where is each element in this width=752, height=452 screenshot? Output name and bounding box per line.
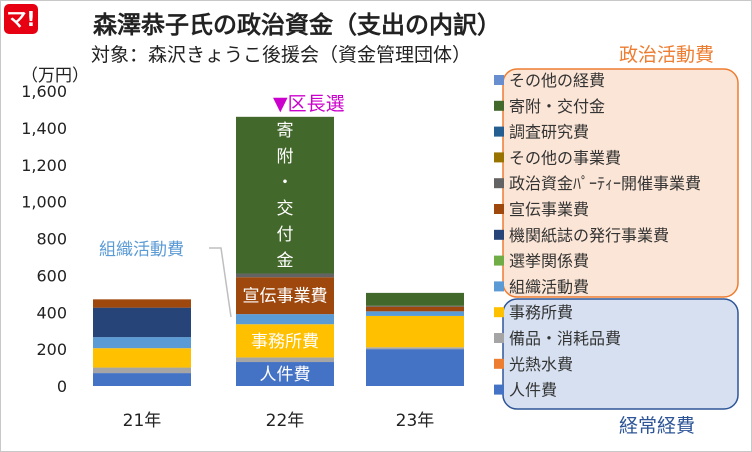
y-tick-label: 1,400 <box>21 119 67 138</box>
y-tick-label: 800 <box>36 230 67 249</box>
ordinary-group-label: 経常経費 <box>619 415 695 437</box>
y-axis-unit: （万円） <box>21 66 89 86</box>
legend-swatch <box>494 358 504 369</box>
legend-swatch <box>494 281 504 292</box>
bar-segment <box>93 348 191 368</box>
ordinary-group-box <box>502 298 739 410</box>
legend-label: 選挙関係費 <box>509 252 589 271</box>
legend-label: 事務所費 <box>509 303 573 322</box>
y-tick-label: 600 <box>36 266 67 285</box>
legend: その他の経費寄附・交付金調査研究費その他の事業費政治資金ﾊﾟｰﾃｨｰ開催事業費宣… <box>494 71 701 400</box>
y-axis: 0 200 400 600 800 1,000 1,200 1,400 1,600 <box>21 82 67 396</box>
bar-segment <box>236 116 334 274</box>
legend-swatch <box>494 333 504 343</box>
legend-swatch <box>494 255 504 266</box>
bar-segment <box>93 367 191 374</box>
x-category-label: 22年 <box>266 411 305 431</box>
segment-label: 寄附・交付金 <box>277 121 294 271</box>
y-tick-label: 0 <box>57 377 67 396</box>
bar-segment <box>366 347 464 350</box>
legend-label: 政治資金ﾊﾟｰﾃｨｰ開催事業費 <box>509 174 701 193</box>
legend-label: 宣伝事業費 <box>509 200 589 219</box>
bar-segment <box>366 306 464 312</box>
bar-segment <box>236 277 334 315</box>
y-tick-label: 1,200 <box>21 156 67 175</box>
legend-swatch <box>494 100 504 111</box>
legend-swatch <box>494 152 504 163</box>
legend-label: 寄附・交付金 <box>509 97 605 116</box>
callout-label: 組織活動費 <box>99 240 184 260</box>
bar-segment <box>93 307 191 338</box>
legend-swatch <box>494 126 504 137</box>
legend-label: その他の経費 <box>509 71 605 90</box>
bar-labels: 人件費 事務所費 宣伝事業費 寄附・交付金 <box>243 121 328 385</box>
chart-subtitle: 対象：森沢きょうこ後援会（資金管理団体） <box>91 44 471 66</box>
bar-segment <box>236 357 334 363</box>
y-tick-label: 1,000 <box>21 193 67 212</box>
bar-segment <box>366 292 464 306</box>
x-category-label: 21年 <box>123 411 162 431</box>
political-group-label: 政治活動費 <box>619 44 714 66</box>
chart-title: 森澤恭子氏の政治資金（支出の内訳） <box>93 11 501 39</box>
x-axis: 21年 22年 23年 <box>123 411 435 431</box>
logo-text: マ! <box>6 7 35 31</box>
legend-swatch <box>494 384 504 395</box>
legend-label: 調査研究費 <box>509 123 589 142</box>
bars <box>93 116 464 386</box>
bar-segment <box>366 315 464 348</box>
callout-line <box>209 247 232 318</box>
bar-segment <box>366 349 464 386</box>
event-annotation: ▼区長選 <box>273 93 345 115</box>
y-tick-label: 200 <box>36 340 67 359</box>
bar-segment <box>366 311 464 316</box>
legend-swatch <box>494 75 504 85</box>
legend-swatch <box>494 229 504 240</box>
bar-segment <box>93 373 191 386</box>
y-tick-label: 400 <box>36 303 67 322</box>
legend-label: 機関紙誌の発行事業費 <box>509 226 669 245</box>
bar-segment <box>236 324 334 358</box>
legend-label: 備品・消耗品費 <box>509 329 621 348</box>
legend-label: その他の事業費 <box>509 148 621 167</box>
bar-segment <box>366 305 464 307</box>
legend-label: 人件費 <box>509 381 557 400</box>
segment-label: 人件費 <box>260 365 311 385</box>
segment-label: 事務所費 <box>251 332 319 352</box>
bar-segment <box>93 299 191 308</box>
bar-segment <box>236 362 334 386</box>
bar-segment <box>236 314 334 325</box>
legend-swatch <box>494 178 504 189</box>
bar-segment <box>93 337 191 349</box>
x-category-label: 23年 <box>396 411 435 431</box>
legend-label: 光熱水費 <box>509 355 573 374</box>
legend-label: 組織活動費 <box>509 277 589 296</box>
segment-label: 宣伝事業費 <box>243 287 328 307</box>
legend-swatch <box>494 307 504 318</box>
bar-segment <box>236 273 334 278</box>
y-tick-label: 1,600 <box>21 82 67 101</box>
legend-swatch <box>494 204 504 214</box>
logo-badge <box>4 4 38 34</box>
